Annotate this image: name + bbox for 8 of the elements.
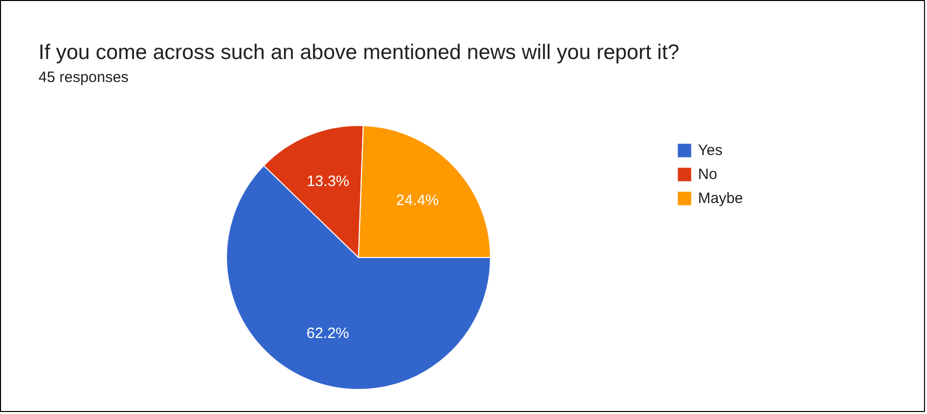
legend-label: Maybe <box>698 190 744 206</box>
data-label: 24.4% <box>396 192 439 210</box>
chart-title: If you come across such an above mentioned news will you report it? <box>38 41 680 64</box>
data-label: 13.3% <box>306 173 350 190</box>
data-label: 62.2% <box>306 324 350 342</box>
text: 45 responses <box>38 69 129 86</box>
legend-label: Yes <box>698 142 722 158</box>
legend-label: No <box>698 166 718 182</box>
